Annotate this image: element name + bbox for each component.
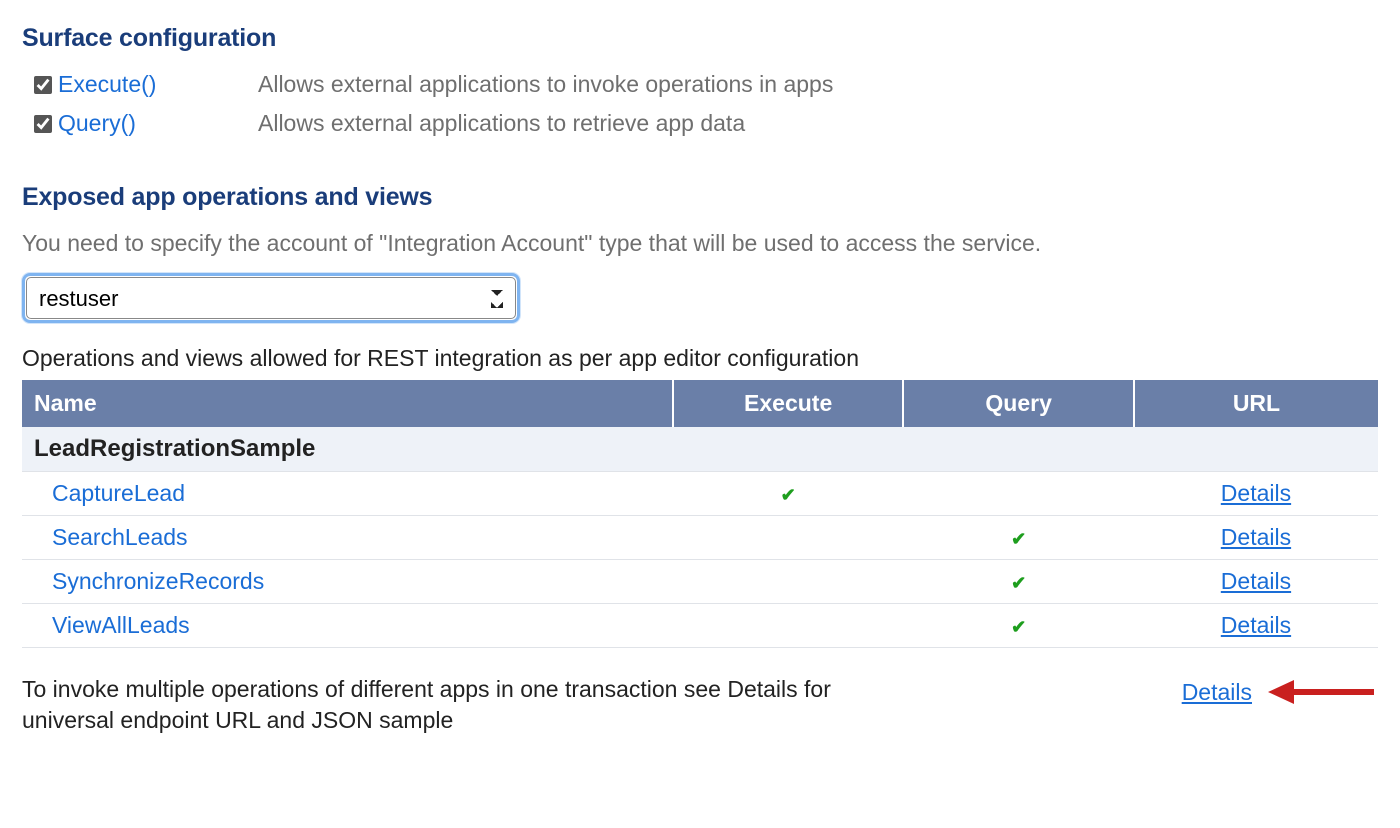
operations-table-group-row: LeadRegistrationSample — [22, 427, 1378, 472]
col-header-url: URL — [1134, 380, 1378, 427]
table-row: SearchLeads ✔ Details — [22, 516, 1378, 560]
operations-table-caption: Operations and views allowed for REST in… — [22, 345, 1378, 372]
query-checkbox[interactable] — [34, 115, 52, 133]
check-icon: ✔ — [1011, 529, 1026, 549]
check-icon: ✔ — [1011, 573, 1026, 593]
col-header-execute: Execute — [673, 380, 904, 427]
annotation-arrow-icon — [1266, 674, 1376, 710]
query-description: Allows external applications to retrieve… — [258, 110, 745, 137]
query-label: Query() — [58, 110, 258, 137]
integration-account-select[interactable]: restuser — [26, 277, 516, 319]
col-header-name: Name — [22, 380, 673, 427]
table-row: SynchronizeRecords ✔ Details — [22, 560, 1378, 604]
details-link[interactable]: Details — [1221, 524, 1291, 550]
operations-table: Name Execute Query URL LeadRegistrationS… — [22, 380, 1378, 648]
table-row: ViewAllLeads ✔ Details — [22, 604, 1378, 648]
operation-name: ViewAllLeads — [22, 604, 673, 648]
table-row: CaptureLead ✔ Details — [22, 472, 1378, 516]
footer-details-link[interactable]: Details — [1182, 679, 1252, 706]
details-link[interactable]: Details — [1221, 612, 1291, 638]
surface-config-list: Execute() Allows external applications t… — [30, 71, 1378, 137]
operation-name: SynchronizeRecords — [22, 560, 673, 604]
operations-table-header-row: Name Execute Query URL — [22, 380, 1378, 427]
integration-account-instruction: You need to specify the account of "Inte… — [22, 230, 1378, 257]
details-link[interactable]: Details — [1221, 480, 1291, 506]
account-select-wrap: restuser — [22, 273, 520, 323]
execute-checkbox[interactable] — [34, 76, 52, 94]
check-icon: ✔ — [781, 485, 796, 505]
col-header-query: Query — [903, 380, 1134, 427]
footer-text: To invoke multiple operations of differe… — [22, 674, 862, 736]
operation-name: CaptureLead — [22, 472, 673, 516]
operation-name: SearchLeads — [22, 516, 673, 560]
execute-description: Allows external applications to invoke o… — [258, 71, 833, 98]
details-link[interactable]: Details — [1221, 568, 1291, 594]
surface-config-row-query: Query() Allows external applications to … — [30, 110, 1378, 137]
operations-table-group-label: LeadRegistrationSample — [22, 427, 1378, 472]
exposed-heading: Exposed app operations and views — [22, 183, 1378, 212]
surface-config-row-execute: Execute() Allows external applications t… — [30, 71, 1378, 98]
execute-label: Execute() — [58, 71, 258, 98]
check-icon: ✔ — [1011, 617, 1026, 637]
surface-config-heading: Surface configuration — [22, 24, 1378, 53]
footer-row: To invoke multiple operations of differe… — [22, 674, 1378, 736]
